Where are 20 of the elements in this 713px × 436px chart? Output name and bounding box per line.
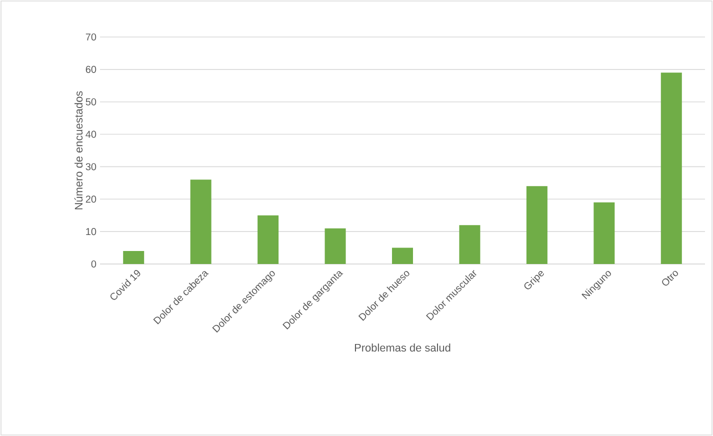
bar [324, 228, 346, 264]
y-tick-label: 50 [86, 98, 96, 106]
bar [190, 180, 212, 264]
bar [123, 251, 144, 264]
bar [459, 225, 480, 264]
y-axis-title: Número de encuestados [74, 91, 83, 210]
x-tick-label: Otro [662, 270, 678, 286]
y-tick-label: 30 [86, 163, 96, 170]
bar [258, 215, 279, 264]
y-tick-label: 10 [86, 228, 96, 236]
bar [594, 202, 615, 264]
bar [392, 248, 413, 264]
x-axis-title: Problemas de salud [354, 344, 450, 352]
y-tick-label: 60 [86, 66, 96, 73]
bar [526, 186, 548, 264]
bar [660, 72, 682, 264]
y-tick-label: 70 [86, 33, 96, 41]
y-tick-label: 40 [86, 130, 96, 138]
y-tick-label: 0 [91, 260, 96, 268]
y-tick-label: 20 [86, 196, 96, 203]
